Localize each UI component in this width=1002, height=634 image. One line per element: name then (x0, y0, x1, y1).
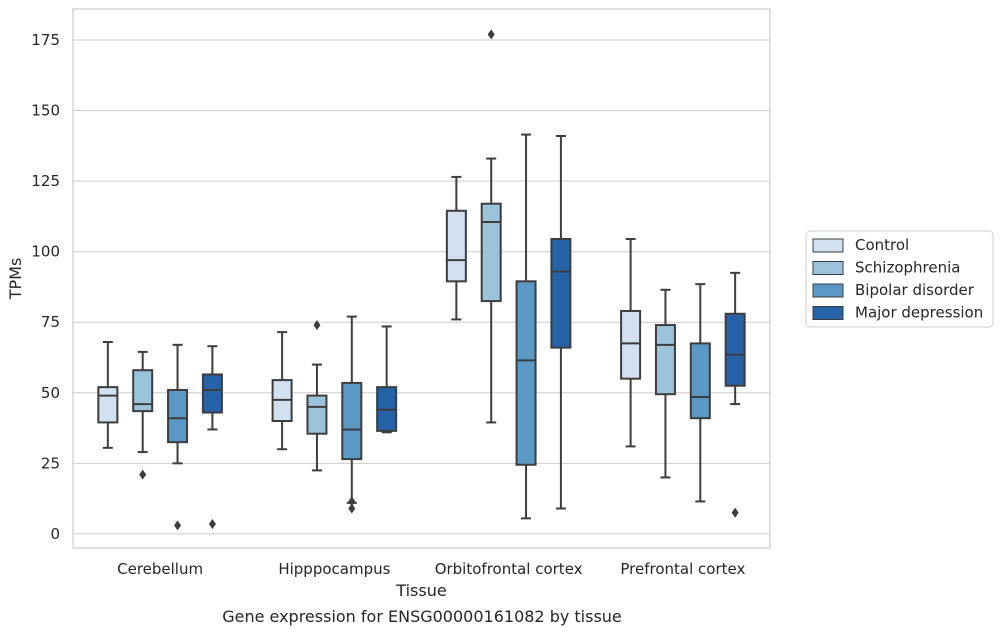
outlier-point (208, 519, 216, 530)
box-body (689, 342, 711, 420)
y-tick-label: 0 (50, 525, 60, 543)
legend-frame (805, 230, 994, 328)
legend: Control Schizophrenia Bipolar disorder Majo… (805, 230, 994, 328)
grid-lines (73, 39, 770, 535)
y-tick-label: 75 (41, 313, 60, 331)
boxes (97, 29, 746, 531)
box-body (132, 369, 154, 413)
outlier-point (348, 503, 356, 514)
legend-label: Schizophrenia (855, 259, 960, 277)
box-body (97, 386, 119, 424)
box-1-1 (306, 320, 328, 472)
box-body (167, 388, 189, 444)
box-3-0 (620, 237, 642, 448)
x-tick-labels: Cerebellum Hipppocampus Orbitofrontal cort… (117, 560, 745, 578)
box-2-0 (445, 175, 467, 321)
box-1-3 (376, 325, 398, 434)
box-1-0 (271, 331, 293, 451)
box-0-3 (201, 345, 223, 530)
box-body (620, 309, 642, 380)
x-axis-title: Tissue (395, 581, 446, 600)
legend-swatch (812, 238, 844, 253)
box-2-1 (480, 29, 502, 424)
y-tick-label: 50 (41, 384, 60, 402)
legend-label: Bipolar disorder (855, 281, 975, 299)
y-tick-label: 100 (31, 243, 60, 261)
box-body (550, 237, 572, 349)
x-tick-label: Orbitofrontal cortex (435, 560, 583, 578)
plot-area (73, 9, 770, 548)
outlier-point (139, 469, 147, 480)
x-tick-label: Cerebellum (117, 560, 203, 578)
legend-label: Major depression (855, 304, 983, 322)
box-1-2 (341, 315, 363, 514)
box-body (724, 312, 746, 387)
box-3-1 (654, 288, 676, 479)
y-axis-title: TPMs (6, 258, 25, 301)
box-body (341, 381, 363, 461)
legend-label: Control (855, 236, 909, 254)
box-body (480, 202, 502, 303)
box-body (201, 373, 223, 414)
outlier-point (731, 507, 739, 518)
box-0-0 (97, 340, 119, 449)
y-tick-label: 150 (31, 102, 60, 120)
outlier-point (348, 496, 356, 507)
box-3-2 (689, 283, 711, 503)
figure-caption: Gene expression for ENSG00000161082 by t… (222, 607, 622, 626)
y-tick-label: 125 (31, 172, 60, 190)
y-tick-label: 25 (41, 454, 60, 472)
box-body (654, 324, 676, 396)
outlier-point (487, 29, 495, 40)
box-body (306, 394, 328, 435)
legend-swatch (812, 283, 844, 298)
y-tick-label: 175 (31, 31, 60, 49)
box-0-1 (132, 350, 154, 480)
box-3-3 (724, 271, 746, 518)
legend-swatch (812, 261, 844, 275)
box-0-2 (167, 343, 189, 531)
box-body (515, 280, 537, 466)
outlier-point (313, 320, 321, 331)
x-tick-label: Hipppocampus (278, 560, 390, 578)
box-2-2 (515, 133, 537, 520)
outlier-point (174, 520, 182, 531)
legend-swatch (812, 306, 844, 320)
y-tick-labels: 0 25 50 75 100 125 150 175 (31, 31, 60, 543)
x-tick-label: Prefrontal cortex (620, 560, 745, 578)
plot-frame (72, 8, 771, 549)
box-body (445, 209, 467, 283)
box-2-3 (550, 134, 572, 510)
